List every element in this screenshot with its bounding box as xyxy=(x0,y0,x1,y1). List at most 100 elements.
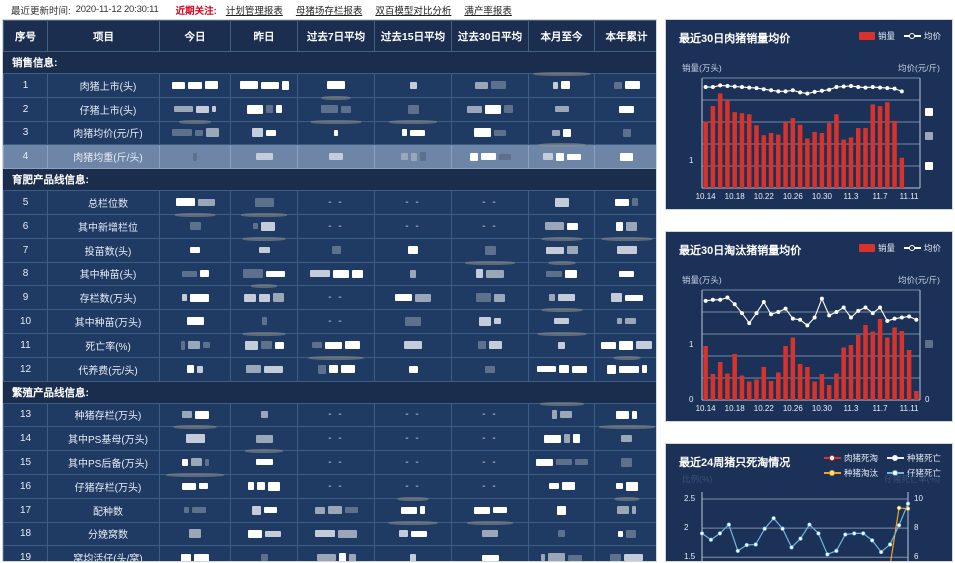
table-row[interactable]: 10 其中种苗(万头) - - xyxy=(3,308,656,334)
table-cell-masked-value[interactable] xyxy=(528,426,595,452)
table-cell-masked-value[interactable] xyxy=(594,144,656,170)
table-row[interactable]: 6 其中新增栏位 - - - - - - xyxy=(3,212,656,239)
table-cell-masked-value[interactable] xyxy=(451,96,529,122)
table-row[interactable]: 1 肉猪上市(头) xyxy=(3,72,656,98)
table-cell-masked-value[interactable] xyxy=(594,450,656,475)
table-cell-masked-value[interactable]: - - xyxy=(451,190,529,215)
table-cell-masked-value[interactable]: - - xyxy=(297,450,375,475)
table-cell-masked-value[interactable] xyxy=(528,285,595,311)
table-cell-masked-value[interactable] xyxy=(594,545,656,561)
table-cell-masked-value[interactable] xyxy=(297,261,375,287)
table-cell-masked-value[interactable] xyxy=(159,425,231,452)
table-cell-masked-value[interactable] xyxy=(594,496,656,523)
table-cell-masked-value[interactable] xyxy=(528,120,595,146)
table-cell-masked-value[interactable] xyxy=(451,309,529,334)
table-cell-masked-value[interactable] xyxy=(297,144,375,170)
table-cell-item-name[interactable]: 分娩窝数 xyxy=(47,521,160,547)
table-cell-masked-value[interactable] xyxy=(594,213,656,239)
table-cell-masked-value[interactable] xyxy=(594,73,656,98)
table-cell-masked-value[interactable] xyxy=(451,356,529,382)
table-cell-masked-value[interactable] xyxy=(230,356,298,382)
table-cell-masked-value[interactable] xyxy=(528,190,595,215)
table-cell-item-name[interactable]: 肉猪均重(斤/头) xyxy=(47,144,160,170)
table-cell-masked-value[interactable] xyxy=(594,473,656,499)
table-cell-masked-value[interactable] xyxy=(528,521,595,547)
chart3-legend[interactable]: 肉猪死淘 种猪死亡 种猪淘汰 仔猪死亡 xyxy=(823,452,941,479)
table-cell-masked-value[interactable] xyxy=(159,450,231,475)
table-cell-masked-value[interactable] xyxy=(230,331,298,358)
table-cell-masked-value[interactable] xyxy=(159,144,231,170)
table-cell-masked-value[interactable]: - - xyxy=(451,426,529,452)
table-cell-masked-value[interactable] xyxy=(374,119,452,146)
table-cell-item-name[interactable]: 存栏数(万头) xyxy=(47,285,160,311)
table-cell-masked-value[interactable]: - - xyxy=(374,426,452,452)
table-cell-masked-value[interactable] xyxy=(594,402,656,428)
table-row[interactable]: 12 代养费(元/头) xyxy=(3,355,656,382)
chart3-legend-piglet-death[interactable]: 仔猪死亡 xyxy=(886,467,941,479)
table-cell-masked-value[interactable] xyxy=(451,332,529,358)
table-row[interactable]: 3 肉猪均价(元/斤) xyxy=(3,119,656,146)
table-cell-masked-value[interactable] xyxy=(594,332,656,358)
table-cell-masked-value[interactable] xyxy=(528,497,595,523)
table-cell-masked-value[interactable] xyxy=(594,521,656,547)
table-cell-masked-value[interactable] xyxy=(528,236,595,263)
table-cell-masked-value[interactable]: - - xyxy=(297,402,375,428)
table-cell-masked-value[interactable] xyxy=(594,120,656,146)
chart-card-pig-sales-price[interactable]: 最近30日肉猪销量均价 销量 均价 销量(万头) 均价(元/斤) 1 10.14 1… xyxy=(665,19,953,210)
table-cell-masked-value[interactable]: - - xyxy=(297,213,375,239)
table-cell-masked-value[interactable] xyxy=(374,545,452,561)
table-row[interactable]: 11 死亡率(%) xyxy=(3,331,656,358)
table-row[interactable]: 8 其中种苗(头) xyxy=(3,260,656,287)
table-cell-masked-value[interactable] xyxy=(297,521,375,547)
link-full-capacity-rate-report[interactable]: 满产率报表 xyxy=(464,5,512,17)
table-row[interactable]: 5 总栏位数 - - - - - - xyxy=(3,190,656,215)
col-header-avg15[interactable]: 过去15日平均 xyxy=(374,20,452,52)
table-cell-item-name[interactable]: 代养费(元/头) xyxy=(47,356,160,382)
table-cell-masked-value[interactable] xyxy=(374,285,452,311)
table-cell-masked-value[interactable]: - - xyxy=(374,190,452,215)
table-row[interactable]: 18 分娩窝数 xyxy=(3,520,656,547)
table-cell-masked-value[interactable] xyxy=(374,356,452,382)
table-cell-masked-value[interactable]: - - xyxy=(297,473,375,499)
table-cell-masked-value[interactable] xyxy=(230,449,298,475)
link-double-hundred-model-comparison[interactable]: 双百模型对比分析 xyxy=(375,5,452,17)
table-cell-item-name[interactable]: 种猪存栏(万头) xyxy=(47,402,160,428)
table-row[interactable]: 13 种猪存栏(万头) - - - - - - xyxy=(3,401,656,428)
table-cell-masked-value[interactable]: - - xyxy=(297,190,375,215)
table-cell-masked-value[interactable] xyxy=(159,190,231,215)
table-cell-masked-value[interactable] xyxy=(451,260,529,287)
table-cell-masked-value[interactable] xyxy=(159,545,231,561)
table-cell-item-name[interactable]: 投苗数(头) xyxy=(47,237,160,263)
table-cell-masked-value[interactable]: - - xyxy=(297,309,375,334)
table-cell-item-name[interactable]: 其中PS基母(万头) xyxy=(47,426,160,452)
table-cell-masked-value[interactable] xyxy=(159,237,231,263)
table-cell-masked-value[interactable] xyxy=(230,261,298,287)
table-cell-masked-value[interactable] xyxy=(297,237,375,263)
table-row[interactable]: 16 仔猪存栏(万头) - - - - - - xyxy=(3,472,656,499)
table-cell-masked-value[interactable] xyxy=(297,73,375,98)
table-cell-item-name[interactable]: 仔猪存栏(万头) xyxy=(47,473,160,499)
table-cell-masked-value[interactable] xyxy=(451,520,529,547)
table-cell-masked-value[interactable] xyxy=(374,73,452,98)
table-cell-masked-value[interactable]: - - xyxy=(374,473,452,499)
chart3-legend-breeder-death[interactable]: 种猪死亡 xyxy=(886,452,941,464)
table-cell-masked-value[interactable] xyxy=(230,497,298,523)
chart3-legend-fattener-mortality[interactable]: 肉猪死淘 xyxy=(823,452,878,464)
table-cell-item-name[interactable]: 肉猪均价(元/斤) xyxy=(47,120,160,146)
table-cell-masked-value[interactable] xyxy=(297,332,375,358)
chart1-legend-avgprice[interactable]: 均价 xyxy=(903,30,941,42)
col-header-today[interactable]: 今日 xyxy=(159,20,231,52)
table-cell-masked-value[interactable] xyxy=(594,190,656,215)
table-cell-item-name[interactable]: 配种数 xyxy=(47,497,160,523)
col-header-year-todate[interactable]: 本年累计 xyxy=(594,20,656,52)
table-cell-masked-value[interactable] xyxy=(159,96,231,122)
table-cell-masked-value[interactable]: - - xyxy=(451,402,529,428)
table-cell-masked-value[interactable] xyxy=(159,119,231,146)
col-header-index[interactable]: 序号 xyxy=(3,20,48,52)
table-cell-masked-value[interactable]: - - xyxy=(297,285,375,311)
chart-card-cull-sales-price[interactable]: 最近30日淘汰猪销量均价 销量 均价 销量(万头) 均价(元/斤) 0 1 0 10.… xyxy=(665,231,953,422)
table-cell-item-name[interactable]: 其中新增栏位 xyxy=(47,213,160,239)
table-cell-masked-value[interactable] xyxy=(528,401,595,428)
table-cell-item-name[interactable]: 其中种苗(万头) xyxy=(47,309,160,334)
table-cell-masked-value[interactable] xyxy=(528,308,595,334)
